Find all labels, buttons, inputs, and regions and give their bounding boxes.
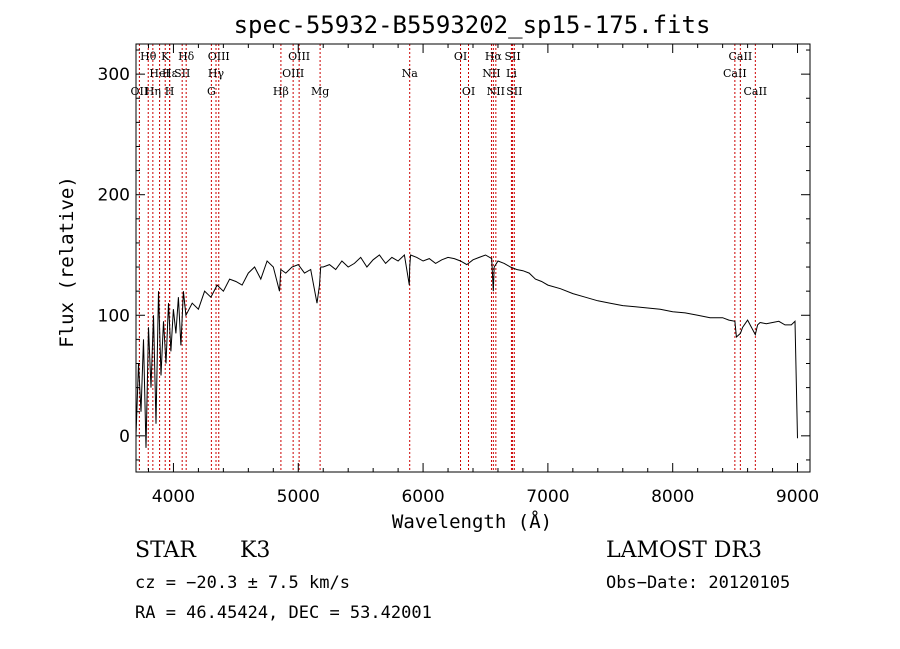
- spectral-line-label: SII: [174, 67, 190, 80]
- spectral-line-label: Hθ: [140, 50, 157, 63]
- x-tick-label: 8000: [651, 487, 694, 507]
- coordinates-info: RA = 46.45424, DEC = 53.42001: [135, 603, 432, 623]
- redshift-info: cz = −20.3 ± 7.5 km/s: [135, 573, 350, 593]
- spectral-line-label: Hγ: [208, 67, 225, 80]
- y-tick-label: 200: [98, 186, 130, 206]
- chart-title: spec-55932-B5593202_sp15-175.fits: [234, 11, 711, 39]
- spectral-line-label: OIII: [282, 67, 304, 80]
- spectral-line-label: H: [165, 85, 175, 98]
- spectral-line-label: OI: [454, 50, 467, 63]
- spectral-line-label: CaII: [723, 67, 747, 80]
- x-axis-ticks: 4000 5000 6000 7000 8000 9000: [147, 44, 819, 507]
- x-tick-label: 5000: [277, 487, 320, 507]
- spectral-line-labels: HθHηOIIHeIKHHεSIIHδGHγOIIIHβOIIIOIIIMgNa…: [131, 50, 768, 98]
- spectral-line-label: OII: [131, 85, 149, 98]
- spectral-line-label: Hβ: [273, 85, 289, 98]
- spectral-line-label: OI: [462, 85, 475, 98]
- spectral-line-label: G: [207, 85, 216, 98]
- y-axis-label: Flux (relative): [56, 176, 78, 348]
- spectral-line-label: OIII: [208, 50, 230, 63]
- y-tick-label: 100: [98, 306, 130, 326]
- observation-date: Obs−Date: 20120105: [606, 573, 791, 593]
- object-class: STAR: [135, 538, 196, 563]
- spectral-line-label: NII: [487, 85, 505, 98]
- spectral-line-label: SII: [506, 85, 522, 98]
- spectral-line-label: Mg: [311, 85, 329, 98]
- spectral-line-label: NII: [482, 67, 500, 80]
- spectral-line-label: HeI: [149, 67, 169, 80]
- spectral-line-markers: [138, 44, 756, 472]
- spectral-line-label: CaII: [729, 50, 753, 63]
- spectral-line-label: Na: [402, 67, 419, 80]
- y-tick-label: 0: [119, 427, 130, 447]
- survey-name: LAMOST DR3: [606, 538, 762, 563]
- spectral-line-label: Hα: [485, 50, 503, 63]
- spectral-line-label: Li: [506, 67, 517, 80]
- spectral-line-label: OIII: [288, 50, 310, 63]
- spectral-line-label: SII: [504, 50, 520, 63]
- x-tick-label: 6000: [401, 487, 444, 507]
- x-axis-label: Wavelength (Å): [392, 510, 552, 533]
- spectrum-series-line: [135, 253, 798, 448]
- y-axis-ticks: 0 100 200 300: [98, 49, 810, 461]
- spectral-line-label: Hη: [145, 85, 161, 98]
- y-tick-label: 300: [98, 65, 130, 85]
- object-subclass: K3: [240, 538, 271, 563]
- x-tick-label: 9000: [776, 487, 819, 507]
- spectral-line-label: CaII: [743, 85, 767, 98]
- x-tick-label: 7000: [526, 487, 569, 507]
- spectral-line-label: Hε: [162, 67, 178, 80]
- spectral-line-label: Hδ: [178, 50, 195, 63]
- spectral-line-label: K: [161, 50, 170, 63]
- plot-frame: [135, 43, 811, 473]
- x-tick-label: 4000: [152, 487, 195, 507]
